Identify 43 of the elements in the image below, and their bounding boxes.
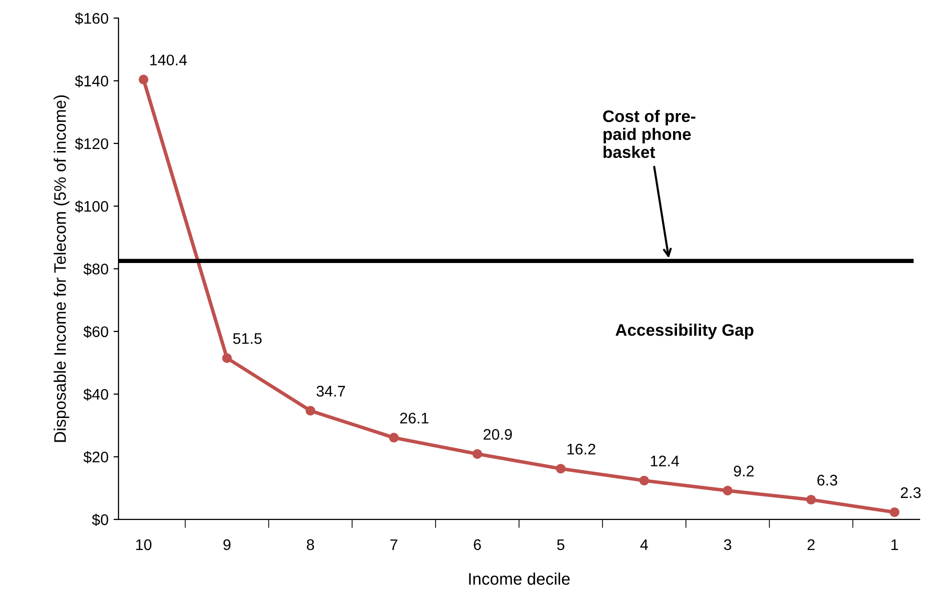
point	[806, 494, 816, 505]
point	[306, 406, 316, 416]
data-label: 20.9	[484, 429, 512, 440]
data-label: 34.7	[316, 386, 345, 397]
x-tick-label: 10	[136, 539, 152, 550]
point	[222, 353, 232, 363]
y-tick-label: $100	[74, 200, 108, 213]
data-label: 51.5	[233, 333, 262, 344]
x-tick-label: 7	[390, 539, 398, 550]
x-tick-label: 9	[223, 539, 230, 550]
x-tick-label: 6	[474, 539, 481, 550]
x-tick-label: 3	[724, 539, 732, 550]
data-label: 16.2	[567, 444, 596, 455]
y-tick-label: $140	[74, 75, 108, 88]
x-axis-title: Income decile	[469, 572, 570, 585]
ref-line-label: Cost of pre- paid phone basket	[603, 110, 696, 158]
x-tick-label: 5	[557, 539, 564, 550]
point	[722, 486, 732, 496]
point	[556, 464, 566, 474]
data-label: 6.3	[817, 474, 838, 486]
data-label: 12.4	[650, 456, 680, 466]
y-axis-title: Disposable Income for Telecom (5% of income)	[54, 95, 70, 442]
annotation: Accessibility Gap	[616, 324, 754, 340]
y-tick-label: $120	[74, 138, 108, 150]
point	[389, 432, 399, 443]
y-tick-label: $80	[83, 263, 108, 276]
y-tick-label: $60	[83, 326, 108, 338]
point	[639, 476, 650, 486]
x-tick-label: 8	[306, 539, 314, 550]
x-tick-label: 2	[808, 539, 815, 550]
point	[890, 507, 900, 518]
y-tick-label: $40	[83, 388, 108, 401]
data-label: 2.3	[900, 487, 921, 498]
y-tick-label: $160	[74, 12, 108, 25]
x-tick-label: 4	[640, 539, 648, 550]
x-tick-label: 1	[891, 539, 898, 550]
data-label: 9.2	[734, 466, 754, 476]
data-label: 26.1	[400, 412, 428, 424]
y-tick-label: $0	[92, 514, 108, 526]
point	[138, 74, 148, 84]
data-label: 140.4	[150, 54, 187, 66]
point	[472, 449, 482, 459]
y-tick-label: $20	[83, 451, 108, 464]
